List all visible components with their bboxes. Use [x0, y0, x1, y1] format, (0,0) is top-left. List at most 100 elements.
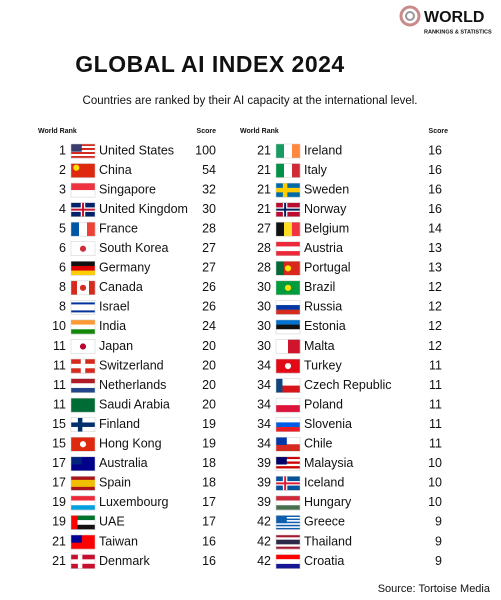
flag-stripe: [276, 521, 300, 524]
flag-stripe: [276, 246, 300, 252]
score: 13: [428, 261, 442, 275]
flag-stripe: [276, 378, 300, 386]
rank: 30: [257, 300, 271, 314]
flag: [70, 534, 96, 550]
flag-stripe: [276, 251, 300, 256]
flag-stripe: [284, 144, 293, 158]
flag-stripe: [71, 479, 95, 484]
flag: [70, 163, 96, 178]
rank: 11: [53, 397, 66, 411]
flag-stripe: [71, 190, 95, 198]
flag-border: [275, 319, 301, 335]
country: Finland: [99, 417, 140, 431]
flag-stripe: [276, 505, 300, 511]
flag: [70, 378, 96, 393]
flag-stripe: [276, 537, 300, 540]
flag-stripe: [79, 222, 88, 237]
flag: [275, 437, 301, 452]
flag-stripe: [276, 539, 300, 543]
flag-stripe: [71, 324, 95, 330]
flag-stripe: [71, 148, 95, 151]
country: Iceland: [304, 476, 344, 490]
flag-stripe: [71, 383, 95, 389]
rank: 11: [53, 358, 66, 372]
country: Russia: [304, 300, 342, 314]
flag-cross: [71, 365, 95, 368]
flag-stripe: [276, 459, 300, 462]
logo-icon: [399, 5, 421, 27]
flag: [275, 554, 301, 569]
rank: 8: [59, 300, 66, 314]
score: 10: [428, 476, 442, 490]
rank: 28: [257, 261, 271, 275]
country: Denmark: [99, 554, 150, 568]
flag-canton: [276, 437, 287, 445]
flag-cross: [71, 423, 95, 426]
flag-stripe: [71, 302, 95, 305]
rank: 34: [257, 437, 271, 451]
flag-emblem: [284, 362, 292, 370]
flag-stripe: [71, 304, 95, 307]
flag: [70, 437, 96, 452]
flag-stripe: [276, 309, 300, 315]
flag-stripe: [276, 523, 300, 525]
flag-stripe: [83, 280, 90, 295]
score: 26: [202, 280, 216, 294]
flag-cross: [71, 560, 95, 563]
flag-stripe: [276, 385, 300, 393]
flag-stripe: [71, 319, 95, 325]
country: Taiwan: [99, 534, 138, 548]
score: 12: [428, 339, 442, 353]
country: Spain: [99, 476, 131, 490]
country: Japan: [99, 339, 133, 353]
flag: [70, 456, 96, 472]
flag-border: [275, 417, 301, 432]
flag: [70, 261, 96, 276]
flag-stripe: [276, 518, 300, 521]
flag-stripe: [292, 222, 301, 237]
flag-stripe: [71, 310, 95, 313]
flag-stripe: [71, 270, 95, 276]
rank: 42: [257, 554, 271, 568]
score: 13: [428, 241, 442, 255]
score: 11: [429, 397, 442, 411]
flag-cross: [276, 189, 300, 192]
flag-border: [70, 319, 96, 335]
country: Hungary: [304, 495, 352, 509]
flag-stripe: [276, 563, 300, 569]
flag-stripe: [71, 495, 95, 501]
rank: 21: [257, 143, 271, 157]
flag: [70, 280, 96, 296]
country: Germany: [99, 261, 151, 275]
score: 26: [202, 300, 216, 314]
score: 12: [428, 280, 442, 294]
flag-stripe: [276, 468, 300, 471]
flag-border: [70, 358, 96, 374]
flag-stripe: [284, 163, 293, 178]
rank: 30: [257, 280, 271, 294]
rank: 39: [257, 495, 271, 509]
flag-stripe: [276, 305, 300, 310]
flag-emblem: [73, 164, 80, 171]
score: 12: [428, 319, 442, 333]
flag: [275, 143, 301, 159]
flag-border: [70, 339, 96, 354]
flag-stripe: [71, 261, 95, 267]
flag-stripe: [276, 324, 300, 330]
score: 11: [429, 417, 442, 431]
flag-emblem: [284, 284, 292, 291]
flag-stripe: [71, 483, 95, 488]
flag-stripe: [276, 559, 300, 565]
logo-icon: [405, 11, 415, 21]
score: 16: [428, 182, 442, 196]
flag-stripe: [276, 466, 300, 469]
score: 11: [429, 378, 442, 392]
country: Italy: [304, 163, 328, 177]
score: 17: [202, 515, 216, 529]
country: Singapore: [99, 182, 156, 196]
flag-border: [70, 202, 96, 217]
flag-cross: [71, 208, 95, 211]
flag-stripe: [276, 542, 300, 545]
flag-stripe: [276, 535, 300, 538]
